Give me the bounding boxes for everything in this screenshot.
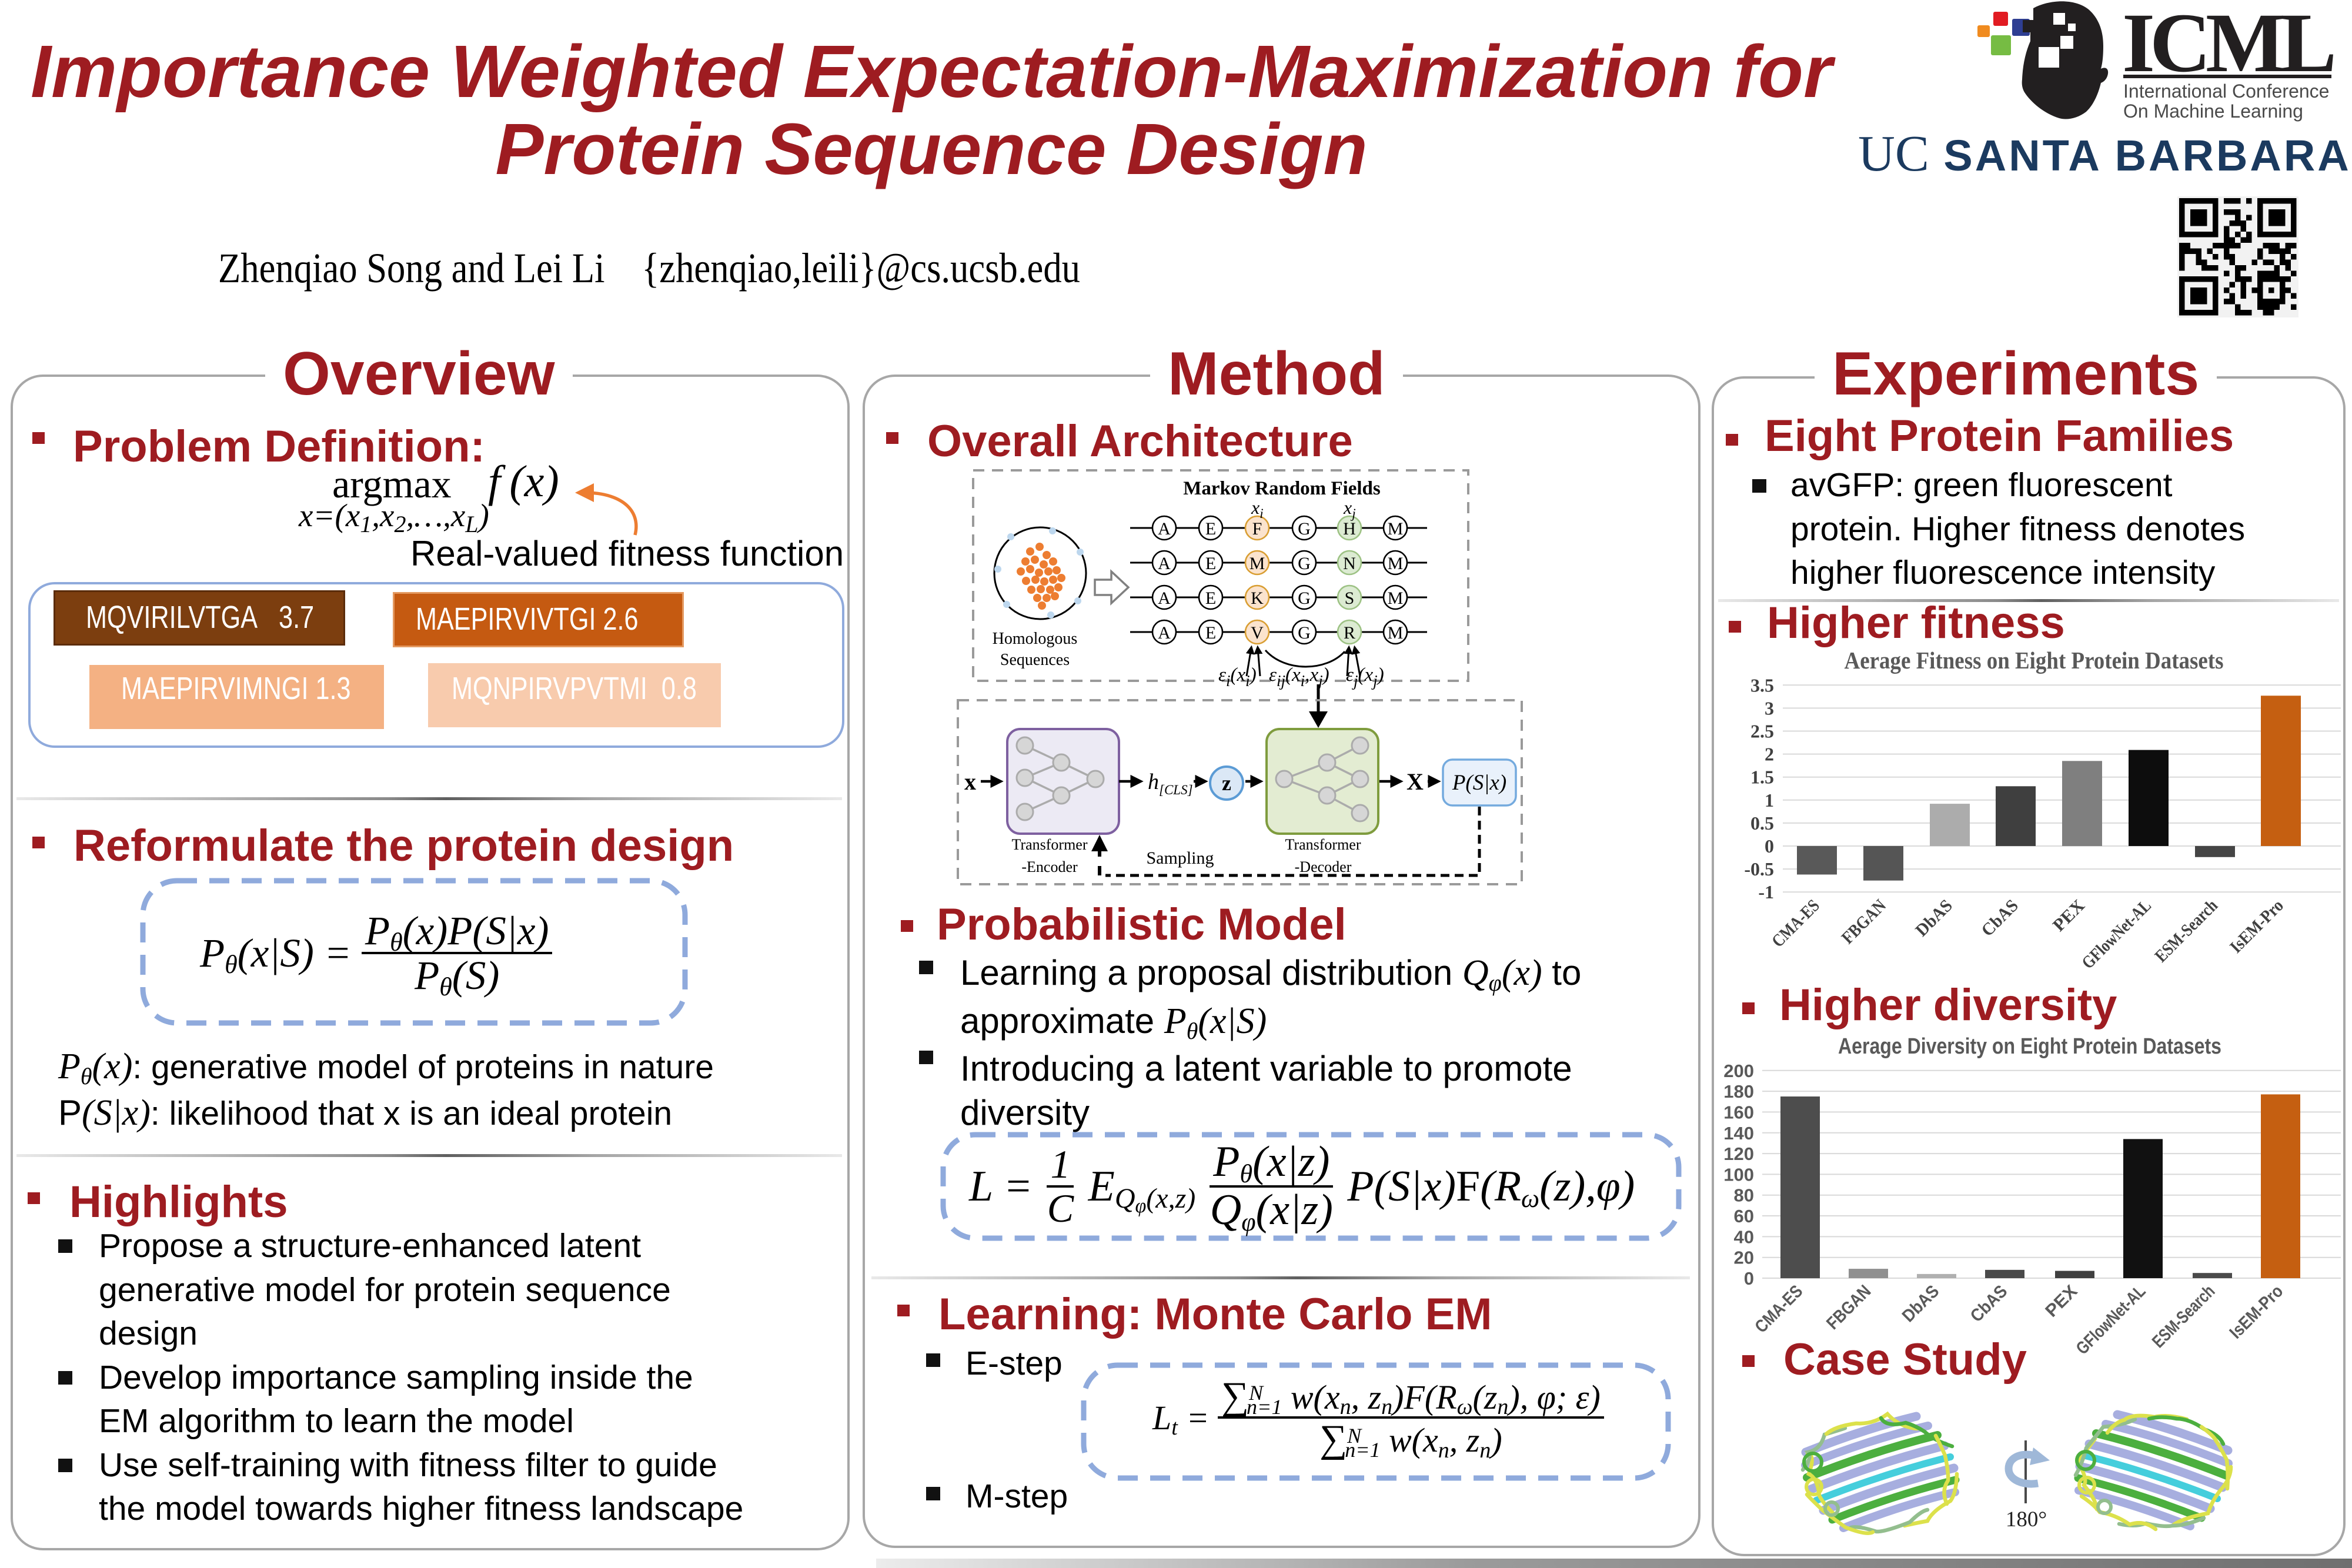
svg-text:x: x [964,768,976,795]
svg-text:h[CLS]: h[CLS] [1148,770,1193,797]
svg-text:z: z [1222,771,1231,795]
svg-text:IsEM-Pro: IsEM-Pro [2226,1282,2287,1343]
svg-text:FBGAN: FBGAN [1823,1282,1875,1333]
svg-text:V: V [1251,623,1264,643]
svg-text:100: 100 [1723,1164,1754,1185]
svg-text:Sampling: Sampling [1146,848,1214,868]
svg-text:Homologous: Homologous [993,630,1078,648]
svg-text:3: 3 [1765,697,1774,718]
svg-text:180: 180 [1723,1081,1754,1102]
svg-text:140: 140 [1723,1123,1754,1144]
svg-text:ESM-Search: ESM-Search [2149,1282,2219,1352]
svg-text:1.5: 1.5 [1750,767,1774,788]
svg-text:xj: xj [1343,497,1356,521]
svg-text:DbAS: DbAS [1899,1282,1943,1326]
svg-text:120: 120 [1723,1144,1754,1164]
svg-text:Sequences: Sequences [1000,651,1070,669]
svg-text:PEX: PEX [2042,1282,2081,1321]
svg-text:G: G [1298,623,1311,643]
svg-text:E: E [1205,519,1216,539]
svg-text:GFlowNet-AL: GFlowNet-AL [2078,896,2155,973]
svg-text:A: A [1158,589,1171,608]
svg-text:200: 200 [1723,1061,1754,1081]
svg-text:-1: -1 [1758,881,1774,902]
svg-text:εij(xi,xj): εij(xi,xj) [1269,664,1329,690]
svg-text:M: M [1250,554,1265,573]
svg-text:CMA-ES: CMA-ES [1751,1282,1806,1337]
svg-text:εj(xj): εj(xj) [1346,664,1384,690]
svg-text:IsEM-Pro: IsEM-Pro [2226,896,2287,957]
svg-text:E: E [1205,623,1216,643]
svg-text:G: G [1298,589,1311,608]
svg-text:F: F [1252,519,1262,539]
svg-text:180°: 180° [2006,1507,2047,1532]
svg-text:G: G [1298,554,1311,573]
svg-text:P(S|x): P(S|x) [1452,771,1506,795]
svg-text:Transformer: Transformer [1285,836,1361,853]
svg-text:1: 1 [1765,790,1774,811]
svg-text:2.5: 2.5 [1750,721,1774,742]
svg-text:M: M [1388,554,1404,573]
svg-text:ESM-Search: ESM-Search [2151,895,2221,966]
svg-text:International Conference: International Conference [2123,81,2329,102]
svg-text:3.5: 3.5 [1750,674,1774,696]
svg-text:N: N [1343,554,1356,573]
svg-text:CbAS: CbAS [1967,1282,2012,1326]
svg-text:M: M [1388,589,1404,608]
svg-text:-Encoder: -Encoder [1021,858,1078,875]
svg-text:FBGAN: FBGAN [1838,895,1890,948]
svg-text:GFlowNet-AL: GFlowNet-AL [2073,1282,2150,1359]
svg-text:E: E [1205,554,1216,573]
svg-text:R: R [1344,623,1355,643]
svg-text:εi(xi): εi(xi) [1218,664,1257,690]
svg-text:20: 20 [1734,1248,1754,1268]
svg-text:E: E [1205,589,1216,608]
svg-text:-Decoder: -Decoder [1295,858,1352,875]
svg-text:2: 2 [1765,744,1774,765]
svg-text:xi: xi [1251,497,1264,521]
svg-text:CMA-ES: CMA-ES [1768,896,1823,951]
svg-text:0: 0 [1744,1268,1754,1289]
svg-text:G: G [1298,519,1311,539]
svg-text:H: H [1343,519,1356,539]
svg-text:K: K [1251,589,1264,608]
svg-text:PEX: PEX [2049,895,2089,935]
svg-text:Markov Random Fields: Markov Random Fields [1183,478,1381,499]
svg-text:CbAS: CbAS [1977,896,2022,941]
svg-text:On Machine Learning: On Machine Learning [2123,101,2303,122]
svg-text:A: A [1158,519,1171,539]
svg-text:80: 80 [1734,1185,1754,1206]
svg-text:A: A [1158,554,1171,573]
svg-text:A: A [1158,623,1171,643]
svg-text:0.5: 0.5 [1750,813,1774,834]
svg-text:160: 160 [1723,1102,1754,1122]
svg-text:X: X [1406,768,1424,795]
svg-text:0: 0 [1765,835,1774,857]
svg-text:40: 40 [1734,1226,1754,1247]
svg-text:M: M [1388,519,1404,539]
svg-text:Aerage Diversity on Eight Prot: Aerage Diversity on Eight Protein Datase… [1838,1034,2221,1059]
svg-text:Transformer: Transformer [1011,836,1087,853]
svg-text:-0.5: -0.5 [1744,858,1774,880]
svg-text:Aerage Fitness on Eight Protei: Aerage Fitness on Eight Protein Datasets [1845,647,2224,674]
svg-text:S: S [1345,589,1355,608]
svg-text:DbAS: DbAS [1912,896,1956,941]
svg-text:60: 60 [1734,1206,1754,1226]
svg-text:M: M [1388,623,1404,643]
